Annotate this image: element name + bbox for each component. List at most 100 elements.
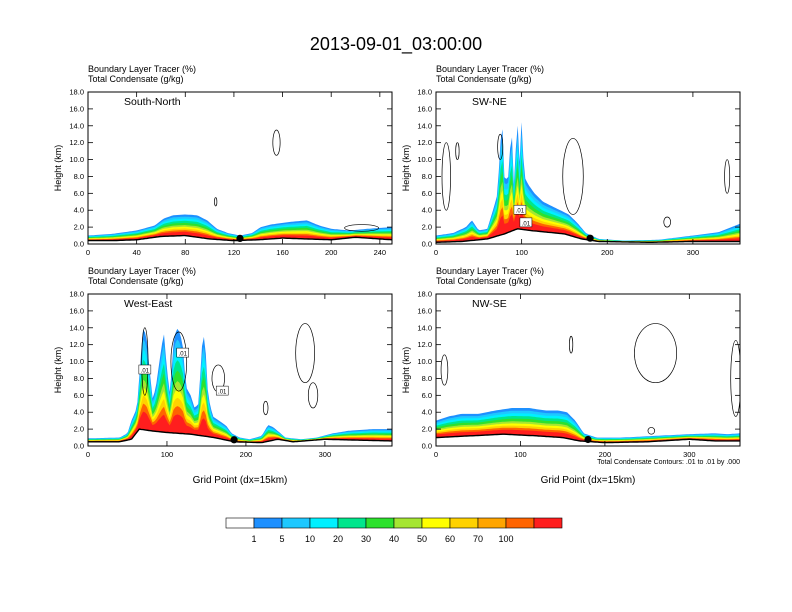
colorbar-label: 30 xyxy=(361,534,371,544)
panel-nw-se: Boundary Layer Tracer (%)Total Condensat… xyxy=(401,266,741,486)
tracer-band-3 xyxy=(436,143,740,243)
colorbar-cell xyxy=(533,517,563,529)
tracer-band-1 xyxy=(436,122,740,243)
panel-title-condensate: Total Condensate (g/kg) xyxy=(436,74,532,84)
x-tick-label: 40 xyxy=(132,248,140,257)
panel-south-north: Boundary Layer Tracer (%)Total Condensat… xyxy=(53,64,393,257)
y-tick-label: 4.0 xyxy=(422,206,432,215)
tracer-band-4 xyxy=(436,154,740,243)
y-tick-label: 16.0 xyxy=(417,306,432,315)
colorbar-cell xyxy=(225,517,255,529)
condensate-contour-2 xyxy=(497,133,504,160)
y-tick-label: 0.0 xyxy=(74,240,84,249)
contour-label: .01 xyxy=(516,209,525,215)
colorbar-label: 40 xyxy=(389,534,399,544)
colorbar-label: 50 xyxy=(417,534,427,544)
y-tick-label: 0.0 xyxy=(422,442,432,451)
y-tick-label: 14.0 xyxy=(69,323,84,332)
x-tick-label: 0 xyxy=(434,248,438,257)
condensate-contour-2 xyxy=(634,323,678,384)
panel-title-tracer: Boundary Layer Tracer (%) xyxy=(436,64,544,74)
colorbar-cell xyxy=(421,517,451,529)
condensate-contour-5 xyxy=(647,427,656,435)
y-tick-label: 8.0 xyxy=(422,172,432,181)
condensate-contour-2 xyxy=(214,197,218,207)
x-tick-label: 0 xyxy=(86,450,90,459)
x-tick-label: 200 xyxy=(240,450,253,459)
contour-label: .01 xyxy=(522,221,531,227)
x-axis-label: Grid Point (dx=15km) xyxy=(541,475,636,486)
tracer-band-9 xyxy=(88,403,392,443)
tracer-band-10 xyxy=(436,429,740,443)
contour-label: .01 xyxy=(141,369,150,375)
contour-label-box xyxy=(138,364,152,375)
y-tick-label: 16.0 xyxy=(69,104,84,113)
condensate-contour-1 xyxy=(141,327,149,396)
condensate-contour-4 xyxy=(569,335,574,354)
panel-label: NW-SE xyxy=(472,298,507,310)
station-marker xyxy=(236,234,244,243)
y-tick-label: 18.0 xyxy=(69,88,84,97)
x-tick-label: 200 xyxy=(599,450,612,459)
station-marker xyxy=(584,435,592,444)
contour-label: .01 xyxy=(218,390,227,396)
y-tick-label: 10.0 xyxy=(417,357,432,366)
panel-title-tracer: Boundary Layer Tracer (%) xyxy=(88,266,196,276)
x-tick-label: 200 xyxy=(601,248,614,257)
y-tick-label: 10.0 xyxy=(417,155,432,164)
y-tick-label: 18.0 xyxy=(69,290,84,299)
condensate-contour-5 xyxy=(307,382,319,409)
panel-title-condensate: Total Condensate (g/kg) xyxy=(436,276,532,286)
colorbar-label: 70 xyxy=(473,534,483,544)
contour-label-box xyxy=(519,217,533,228)
contour-label-box xyxy=(215,385,229,396)
y-tick-label: 6.0 xyxy=(422,391,432,400)
plot-area: .01 .01 .01 xyxy=(88,323,392,446)
x-tick-label: 100 xyxy=(515,248,528,257)
y-tick-label: 4.0 xyxy=(422,408,432,417)
x-tick-label: 300 xyxy=(319,450,332,459)
panel-frame xyxy=(435,91,741,245)
y-tick-label: 4.0 xyxy=(74,206,84,215)
colorbar-label: 20 xyxy=(333,534,343,544)
condensate-contour-4 xyxy=(663,216,671,228)
colorbar-cell xyxy=(505,517,535,529)
condensate-contour-1 xyxy=(440,354,449,386)
tracer-band-10 xyxy=(88,231,392,241)
panel-frame xyxy=(87,293,393,447)
x-tick-label: 160 xyxy=(276,248,289,257)
y-tick-label: 8.0 xyxy=(74,374,84,383)
colorbar-cell xyxy=(253,517,283,529)
colorbar-label: 5 xyxy=(279,534,284,544)
y-tick-label: 14.0 xyxy=(69,121,84,130)
panel-sw-ne: Boundary Layer Tracer (%)Total Condensat… xyxy=(401,64,741,257)
y-tick-label: 8.0 xyxy=(74,172,84,181)
plot-area xyxy=(88,129,392,244)
x-tick-label: 100 xyxy=(514,450,527,459)
colorbar-cell xyxy=(309,517,339,529)
tracer-band-9 xyxy=(436,201,740,243)
condensate-contour-4 xyxy=(295,323,315,384)
x-tick-label: 100 xyxy=(161,450,174,459)
x-tick-label: 120 xyxy=(228,248,241,257)
x-tick-label: 0 xyxy=(434,450,438,459)
panel-frame xyxy=(87,91,393,245)
panel-title-tracer: Boundary Layer Tracer (%) xyxy=(88,64,196,74)
colorbar-cell xyxy=(449,517,479,529)
condensate-contour-2 xyxy=(170,331,188,392)
contour-label: .01 xyxy=(179,352,188,358)
panel-frame xyxy=(435,293,741,447)
colorbar-cell xyxy=(477,517,507,529)
x-tick-label: 200 xyxy=(325,248,338,257)
station-marker xyxy=(586,234,594,242)
y-tick-label: 2.0 xyxy=(74,425,84,434)
y-tick-label: 6.0 xyxy=(74,391,84,400)
panel-label: South-North xyxy=(124,96,181,108)
x-tick-label: 240 xyxy=(374,248,387,257)
y-axis-label: Height (km) xyxy=(53,347,63,394)
colorbar-label: 10 xyxy=(305,534,315,544)
y-tick-label: 12.0 xyxy=(417,340,432,349)
y-axis-label: Height (km) xyxy=(401,347,411,394)
station-marker xyxy=(230,436,238,444)
